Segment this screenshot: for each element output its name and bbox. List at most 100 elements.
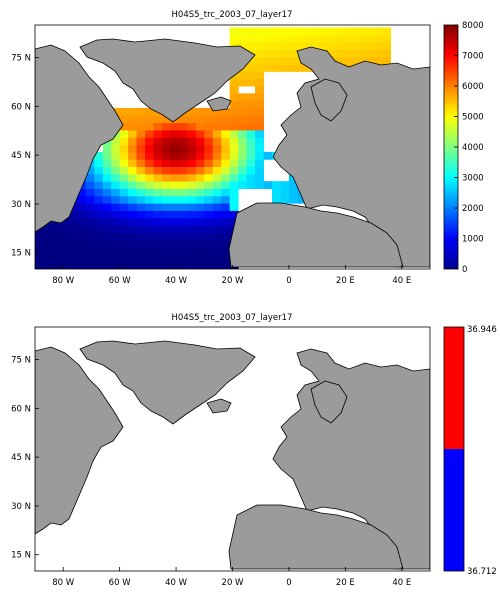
tracer-cell (255, 93, 265, 102)
tracer-cell (348, 34, 358, 43)
tracer-cell (212, 137, 222, 146)
tracer-cell (348, 42, 358, 50)
tracer-cell (77, 188, 87, 197)
tracer-cell (280, 195, 290, 204)
tracer-cell (195, 188, 205, 197)
tracer-cell (238, 100, 248, 109)
top-colorbar-tick-label: 3000 (462, 174, 484, 184)
tracer-cell (238, 166, 248, 175)
bottom-panel: H04S5_trc_2003_07_layer17 80 W 60 W 40 W 20… (11, 313, 497, 588)
tracer-cell (322, 27, 332, 36)
tracer-cell (128, 188, 138, 197)
tracer-cell (170, 144, 180, 153)
tracer-cell (204, 247, 214, 255)
tracer-cell (255, 166, 265, 175)
tracer-cell (272, 27, 281, 36)
tracer-cell (170, 181, 180, 189)
tracer-cell (187, 122, 197, 131)
tracer-cell (136, 188, 146, 197)
tracer-cell (238, 107, 248, 116)
tracer-cell (195, 107, 205, 116)
tracer-cell (153, 122, 163, 131)
tracer-cell (111, 225, 121, 233)
tracer-cell (128, 129, 138, 138)
top-x-tick-label: 20 W (222, 276, 245, 286)
top-y-tick-label: 75 N (11, 54, 31, 64)
tracer-cell (204, 239, 214, 248)
tracer-cell (195, 144, 205, 153)
tracer-cell (204, 115, 214, 124)
tracer-cell (305, 27, 315, 36)
tracer-cell (85, 225, 95, 233)
tracer-cell (128, 239, 138, 248)
tracer-cell (255, 129, 265, 138)
tracer-cell (187, 129, 197, 138)
tracer-cell (128, 225, 138, 233)
tracer-cell (145, 166, 154, 175)
tracer-cell (195, 137, 205, 146)
tracer-cell (111, 217, 121, 226)
tracer-cell (187, 239, 197, 248)
top-colorbar-tick-label: 8000 (462, 21, 484, 31)
tracer-cell (145, 129, 154, 138)
tracer-cell (178, 247, 188, 255)
tracer-cell (153, 203, 163, 211)
top-y-tick-label: 15 N (11, 249, 31, 259)
tracer-cell (356, 34, 366, 43)
tracer-cell (246, 151, 256, 160)
tracer-cell (212, 225, 222, 233)
tracer-cell (119, 173, 129, 182)
tracer-cell (178, 217, 188, 226)
tracer-cell (280, 64, 290, 72)
tracer-cell (195, 239, 205, 248)
tracer-cell (246, 181, 256, 189)
tracer-cell (221, 225, 231, 233)
tracer-cell (68, 239, 78, 248)
tracer-cell (255, 49, 265, 58)
tracer-cell (145, 232, 154, 241)
tracer-cell (128, 173, 138, 182)
tracer-cell (238, 42, 248, 50)
tracer-cell (255, 115, 265, 124)
tracer-cell (153, 254, 163, 263)
tracer-cell (85, 195, 95, 204)
tracer-cell (111, 203, 121, 211)
tracer-cell (136, 166, 146, 175)
tracer-cell (119, 254, 129, 263)
tracer-cell (356, 27, 366, 36)
tracer-cell (297, 42, 307, 50)
tracer-cell (170, 129, 180, 138)
tracer-cell (161, 232, 171, 241)
tracer-cell (204, 159, 214, 168)
tracer-cell (365, 49, 375, 58)
tracer-cell (373, 56, 383, 65)
tracer-cell (212, 129, 222, 138)
tracer-cell (119, 159, 129, 168)
tracer-cell (35, 239, 44, 248)
tracer-cell (229, 93, 239, 102)
tracer-cell (280, 42, 290, 50)
tracer-cell (153, 261, 163, 269)
tracer-cell (136, 217, 146, 226)
tracer-cell (221, 203, 231, 211)
tracer-cell (204, 195, 214, 204)
tracer-cell (238, 144, 248, 153)
tracer-cell (272, 42, 281, 50)
tracer-cell (85, 203, 95, 211)
tracer-cell (85, 239, 95, 248)
tracer-cell (170, 166, 180, 175)
tracer-cell (212, 144, 222, 153)
tracer-cell (204, 188, 214, 197)
tracer-cell (102, 232, 112, 241)
tracer-cell (178, 159, 188, 168)
tracer-cell (153, 225, 163, 233)
tracer-cell (195, 129, 205, 138)
tracer-cell (178, 261, 188, 269)
tracer-cell (212, 173, 222, 182)
tracer-cell (187, 261, 197, 269)
tracer-cell (229, 166, 239, 175)
tracer-cell (161, 254, 171, 263)
tracer-cell (246, 64, 256, 72)
tracer-cell (238, 27, 248, 36)
tracer-cell (102, 173, 112, 182)
